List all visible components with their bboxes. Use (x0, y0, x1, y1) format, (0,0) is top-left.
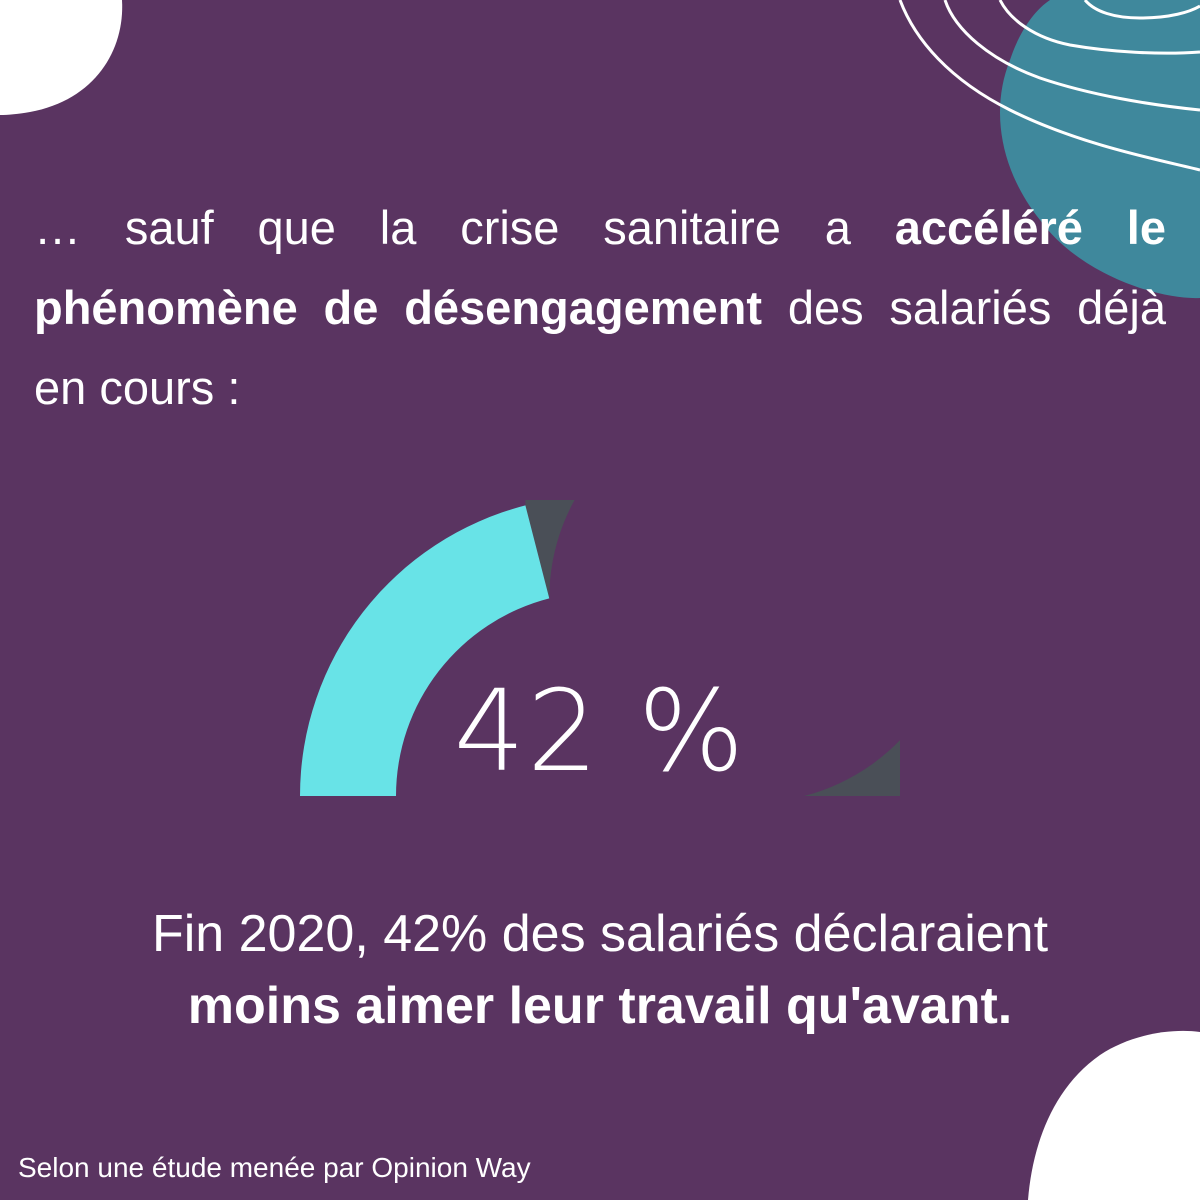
intro-part1: … sauf que la crise sanitaire a (34, 201, 895, 254)
caption-line2: moins aimer leur travail qu'avant. (187, 977, 1013, 1035)
top-right-teal-blob (1000, 0, 1200, 299)
gauge-filled-arc (300, 505, 550, 796)
caption: Fin 2020, 42% des salariés déclaraient m… (0, 898, 1200, 1042)
bottom-right-blob (1028, 1030, 1200, 1200)
gauge-value-label: 42 % (453, 667, 747, 797)
intro-part2: des salariés déjà en cours : (34, 281, 1167, 414)
source-note: Selon une étude menée par Opinion Way (18, 1152, 531, 1183)
gauge-chart (300, 500, 900, 796)
intro-text: … sauf que la crise sanitaire a accéléré… (34, 188, 1166, 428)
top-left-blob (0, 0, 123, 115)
caption-line1: Fin 2020, 42% des salariés déclaraient (151, 905, 1049, 963)
contour-lines (898, 0, 1200, 172)
intro-bold: accéléré le phénomène de désengagement (34, 201, 1166, 334)
